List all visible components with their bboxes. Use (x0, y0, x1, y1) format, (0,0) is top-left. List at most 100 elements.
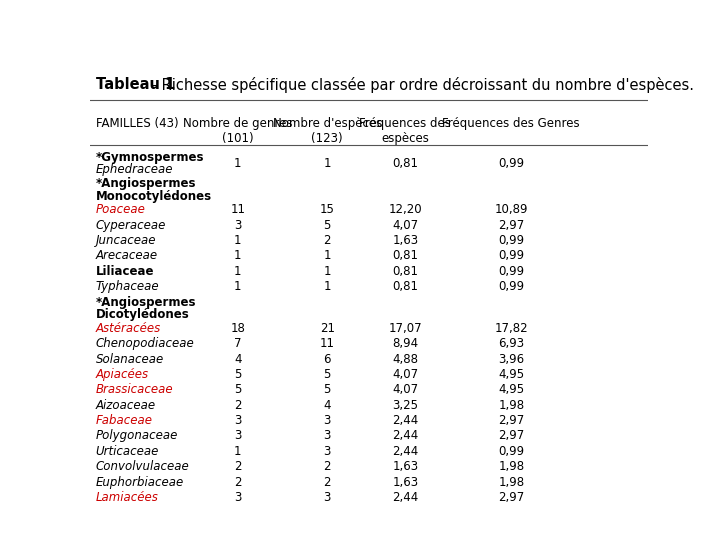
Text: 2: 2 (234, 399, 242, 411)
Text: 0,99: 0,99 (498, 234, 524, 247)
Text: 1: 1 (234, 157, 242, 170)
Text: *Angiospermes: *Angiospermes (96, 177, 196, 190)
Text: 2: 2 (323, 476, 331, 489)
Text: 2,44: 2,44 (392, 414, 418, 427)
Text: 2,97: 2,97 (498, 429, 524, 442)
Text: 1,63: 1,63 (392, 234, 418, 247)
Text: 2: 2 (323, 460, 331, 473)
Text: 4: 4 (234, 353, 242, 366)
Text: FAMILLES (43): FAMILLES (43) (96, 117, 179, 130)
Text: 1: 1 (323, 265, 331, 278)
Text: Convolvulaceae: Convolvulaceae (96, 460, 189, 473)
Text: 1: 1 (234, 445, 242, 458)
Text: Lamiacées: Lamiacées (96, 491, 158, 504)
Text: Nombre de genres
(101): Nombre de genres (101) (183, 117, 292, 145)
Text: 3: 3 (323, 491, 330, 504)
Text: 0,81: 0,81 (392, 265, 418, 278)
Text: 17,82: 17,82 (495, 322, 528, 335)
Text: Fabaceae: Fabaceae (96, 414, 153, 427)
Text: Ephedraceae: Ephedraceae (96, 163, 173, 177)
Text: 15: 15 (320, 203, 335, 216)
Text: 1,98: 1,98 (498, 460, 524, 473)
Text: Chenopodiaceae: Chenopodiaceae (96, 337, 194, 350)
Text: 0,99: 0,99 (498, 280, 524, 293)
Text: Urticaceae: Urticaceae (96, 445, 159, 458)
Text: Dicotylédones: Dicotylédones (96, 308, 189, 321)
Text: 0,99: 0,99 (498, 157, 524, 170)
Text: 4,07: 4,07 (392, 383, 418, 396)
Text: Typhaceae: Typhaceae (96, 280, 159, 293)
Text: 3: 3 (234, 414, 241, 427)
Text: 2,97: 2,97 (498, 414, 524, 427)
Text: 1: 1 (234, 234, 242, 247)
Text: 1: 1 (323, 157, 331, 170)
Text: 3: 3 (234, 219, 241, 232)
Text: Liliaceae: Liliaceae (96, 265, 154, 278)
Text: 0,81: 0,81 (392, 280, 418, 293)
Text: Arecaceae: Arecaceae (96, 249, 158, 262)
Text: 1,63: 1,63 (392, 460, 418, 473)
Text: 12,20: 12,20 (389, 203, 422, 216)
Text: Fréquences des
espèces: Fréquences des espèces (359, 117, 451, 145)
Text: Tableau 1: Tableau 1 (96, 77, 175, 92)
Text: 8,94: 8,94 (392, 337, 418, 350)
Text: 17,07: 17,07 (389, 322, 422, 335)
Text: 5: 5 (234, 383, 241, 396)
Text: 2: 2 (234, 460, 242, 473)
Text: 0,81: 0,81 (392, 249, 418, 262)
Text: Apiacées: Apiacées (96, 368, 149, 381)
Text: 0,99: 0,99 (498, 249, 524, 262)
Text: Astéracées: Astéracées (96, 322, 161, 335)
Text: 11: 11 (230, 203, 246, 216)
Text: 4,88: 4,88 (392, 353, 418, 366)
Text: 3: 3 (234, 491, 241, 504)
Text: 0,81: 0,81 (392, 157, 418, 170)
Text: Euphorbiaceae: Euphorbiaceae (96, 476, 184, 489)
Text: 4: 4 (323, 399, 331, 411)
Text: Poaceae: Poaceae (96, 203, 145, 216)
Text: 5: 5 (234, 368, 241, 381)
Text: 4,95: 4,95 (498, 383, 524, 396)
Text: 5: 5 (323, 368, 330, 381)
Text: - Richesse spécifique classée par ordre décroissant du nombre d'espèces.: - Richesse spécifique classée par ordre … (147, 77, 694, 93)
Text: 2,44: 2,44 (392, 491, 418, 504)
Text: 1: 1 (234, 280, 242, 293)
Text: 1: 1 (234, 249, 242, 262)
Text: 2: 2 (323, 234, 331, 247)
Text: 1,98: 1,98 (498, 476, 524, 489)
Text: 3: 3 (323, 445, 330, 458)
Text: 1,98: 1,98 (498, 399, 524, 411)
Text: 2,44: 2,44 (392, 429, 418, 442)
Text: 4,07: 4,07 (392, 219, 418, 232)
Text: 4,07: 4,07 (392, 368, 418, 381)
Text: 21: 21 (320, 322, 335, 335)
Text: 6,93: 6,93 (498, 337, 524, 350)
Text: Brassicaceae: Brassicaceae (96, 383, 174, 396)
Text: 2,97: 2,97 (498, 219, 524, 232)
Text: 11: 11 (320, 337, 335, 350)
Text: 1: 1 (323, 280, 331, 293)
Text: 2: 2 (234, 476, 242, 489)
Text: 2,97: 2,97 (498, 491, 524, 504)
Text: 5: 5 (323, 383, 330, 396)
Text: Juncaceae: Juncaceae (96, 234, 156, 247)
Text: 1,63: 1,63 (392, 476, 418, 489)
Text: Monocotylédones: Monocotylédones (96, 190, 212, 202)
Text: Nombre d'espèces
(123): Nombre d'espèces (123) (273, 117, 382, 145)
Text: *Angiospermes: *Angiospermes (96, 295, 196, 308)
Text: 1: 1 (234, 265, 242, 278)
Text: 5: 5 (323, 219, 330, 232)
Text: Solanaceae: Solanaceae (96, 353, 164, 366)
Text: 7: 7 (234, 337, 242, 350)
Text: 0,99: 0,99 (498, 445, 524, 458)
Text: 10,89: 10,89 (495, 203, 528, 216)
Text: 3: 3 (323, 414, 330, 427)
Text: 1: 1 (323, 249, 331, 262)
Text: Polygonaceae: Polygonaceae (96, 429, 178, 442)
Text: Fréquences des Genres: Fréquences des Genres (443, 117, 580, 130)
Text: Aizoaceae: Aizoaceae (96, 399, 156, 411)
Text: 3: 3 (234, 429, 241, 442)
Text: 18: 18 (230, 322, 246, 335)
Text: 6: 6 (323, 353, 331, 366)
Text: 3,96: 3,96 (498, 353, 524, 366)
